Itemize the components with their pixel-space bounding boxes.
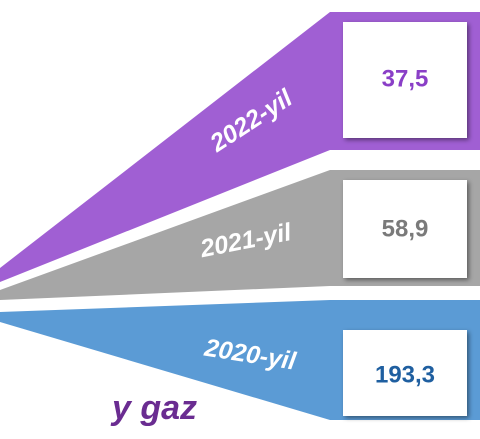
value-box — [343, 330, 467, 416]
value-box — [343, 180, 467, 278]
value: 58,9 — [382, 215, 429, 242]
value-box — [343, 22, 467, 138]
caption: y gaz — [110, 389, 197, 427]
value: 37,5 — [382, 65, 429, 92]
value: 193,3 — [375, 361, 435, 388]
